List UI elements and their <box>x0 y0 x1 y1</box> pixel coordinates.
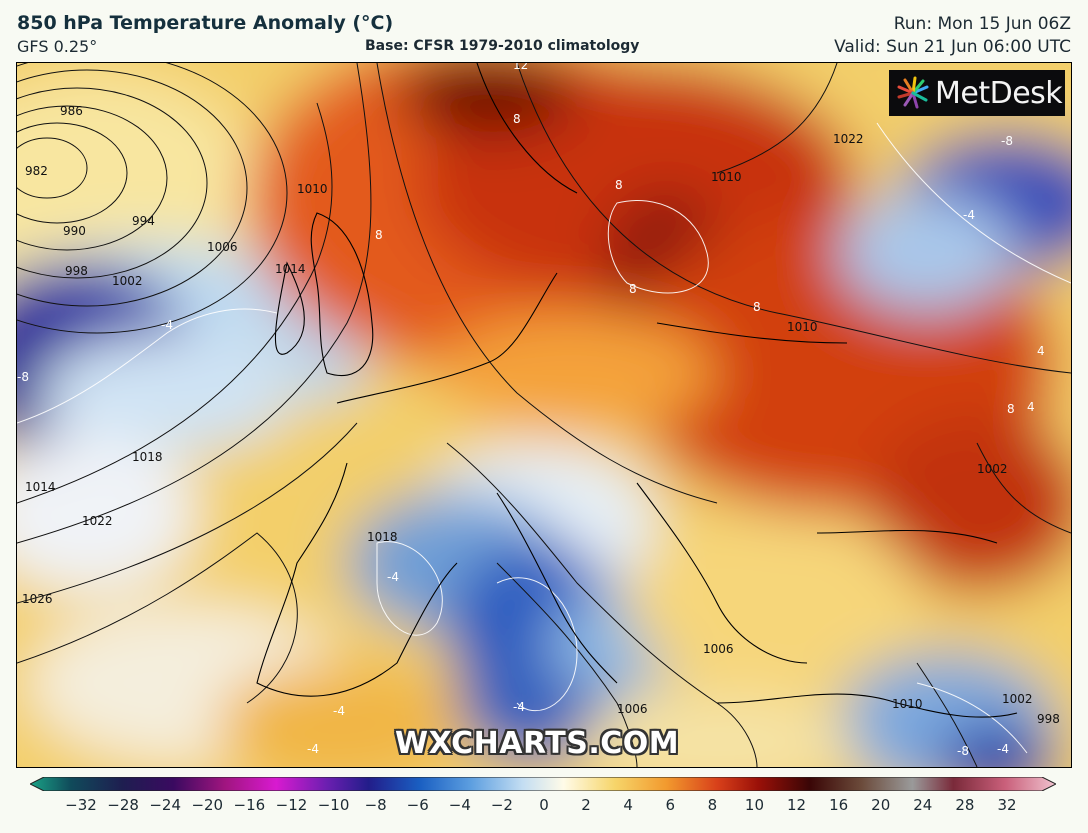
isobar-label: 1006 <box>703 642 734 656</box>
anomaly-label: 12 <box>513 63 528 72</box>
isobar-label: 986 <box>60 104 83 118</box>
colorbar-tick-label: −12 <box>275 796 308 814</box>
colorbar-tick-label: 28 <box>955 796 975 814</box>
isobar-label: 1010 <box>892 697 923 711</box>
logo-text: MetDesk <box>935 75 1063 111</box>
run-time-label: Run: Mon 15 Jun 06Z <box>893 14 1071 34</box>
temperature-colorbar <box>30 777 1056 791</box>
map-labels: 986 982 990 994 998 1002 1006 1010 1014 … <box>22 104 1060 726</box>
anomaly-label: -4 <box>161 318 173 332</box>
anomaly-label: -4 <box>307 742 319 756</box>
isobar-label: 1018 <box>367 530 398 544</box>
colorbar-tick-label: −16 <box>233 796 266 814</box>
watermark: WXCHARTS.COM <box>395 726 680 761</box>
anomaly-label: -4 <box>387 570 399 584</box>
anomaly-label: 4 <box>1037 344 1045 358</box>
anomaly-labels: 12 8 8 8 8 8 8 4 -4 -8 -8 -4 -4 -4 -4 -4… <box>17 63 1045 758</box>
isobar-label: 1002 <box>112 274 143 288</box>
isobar-label: 1022 <box>833 132 864 146</box>
isobar-label: 982 <box>25 164 48 178</box>
isobar-label: 1010 <box>297 182 328 196</box>
anomaly-map: 986 982 990 994 998 1002 1006 1010 1014 … <box>16 62 1072 768</box>
isobar-label: 1006 <box>617 702 648 716</box>
colorbar-tick-label: −28 <box>107 796 139 814</box>
anomaly-label: 8 <box>615 178 623 192</box>
colorbar-tick-label: −8 <box>364 796 387 814</box>
colorbar-tick-label: 6 <box>665 796 676 814</box>
anomaly-label: 8 <box>753 300 761 314</box>
isobar-label: 998 <box>1037 712 1060 726</box>
coastlines-and-borders <box>256 63 1018 718</box>
sea-level-pressure-isobars <box>17 63 1071 767</box>
colorbar-tick-label: −2 <box>490 796 513 814</box>
isobar-label: 994 <box>132 214 155 228</box>
colorbar-tick-label: 8 <box>707 796 718 814</box>
isobar-label: 1014 <box>275 262 306 276</box>
isobar-label: 1006 <box>207 240 238 254</box>
colorbar-tick-label: 12 <box>786 796 807 814</box>
colorbar-tick-label: −4 <box>448 796 471 814</box>
colorbar-tick-label: −6 <box>406 796 429 814</box>
metdesk-burst-icon <box>897 76 929 109</box>
anomaly-label: 8 <box>629 282 637 296</box>
isobar-label: 1026 <box>22 592 53 606</box>
anomaly-contours <box>17 122 1071 754</box>
anomaly-label: -8 <box>957 744 969 758</box>
colorbar-tick-label: −10 <box>317 796 350 814</box>
isobar-label: 1002 <box>977 462 1008 476</box>
colorbar-tick-label: 2 <box>581 796 591 814</box>
isobar-label: 1002 <box>1002 692 1033 706</box>
isobar-label: 998 <box>65 264 88 278</box>
valid-time-label: Valid: Sun 21 Jun 06:00 UTC <box>834 37 1071 57</box>
climatology-base-label: Base: CFSR 1979-2010 climatology <box>365 38 640 54</box>
colorbar-tick-label: 10 <box>744 796 764 814</box>
colorbar-tick-label: 32 <box>997 796 1017 814</box>
anomaly-label: 8 <box>375 228 383 242</box>
anomaly-label: -8 <box>17 370 29 384</box>
colorbar-tick-label: −32 <box>65 796 97 814</box>
isobar-label: 1014 <box>25 480 56 494</box>
anomaly-label: 4 <box>1027 400 1035 414</box>
anomaly-label: -4 <box>333 704 345 718</box>
chart-title: 850 hPa Temperature Anomaly (°C) <box>17 12 394 34</box>
model-label: GFS 0.25° <box>17 37 98 56</box>
anomaly-label: -4 <box>997 742 1009 756</box>
isobar-label: 1022 <box>82 514 113 528</box>
colorbar-tick-label: 16 <box>829 796 849 814</box>
anomaly-label: 8 <box>1007 402 1015 416</box>
temperature-anomaly-field <box>17 63 1071 767</box>
isobar-label: 1010 <box>711 170 742 184</box>
anomaly-label: -8 <box>1001 134 1013 148</box>
colorbar-tick-label: 4 <box>623 796 633 814</box>
colorbar-ticks: −32 −28 −24 −20 −16 −12 −10 −8 −6 −4 −2 0 2 4 6 8 10 12 16… <box>0 796 1088 820</box>
colorbar-tick-label: 20 <box>871 796 891 814</box>
anomaly-label: -4 <box>513 700 525 714</box>
colorbar-tick-label: 24 <box>913 796 933 814</box>
isobar-label: 990 <box>63 224 86 238</box>
metdesk-logo: MetDesk <box>889 70 1065 116</box>
anomaly-label: 8 <box>513 112 521 126</box>
anomaly-label: -4 <box>963 208 975 222</box>
colorbar-tick-label: 0 <box>539 796 549 814</box>
isobar-label: 1010 <box>787 320 818 334</box>
colorbar-tick-label: −20 <box>191 796 224 814</box>
colorbar-tick-label: −24 <box>149 796 181 814</box>
isobar-label: 1018 <box>132 450 163 464</box>
